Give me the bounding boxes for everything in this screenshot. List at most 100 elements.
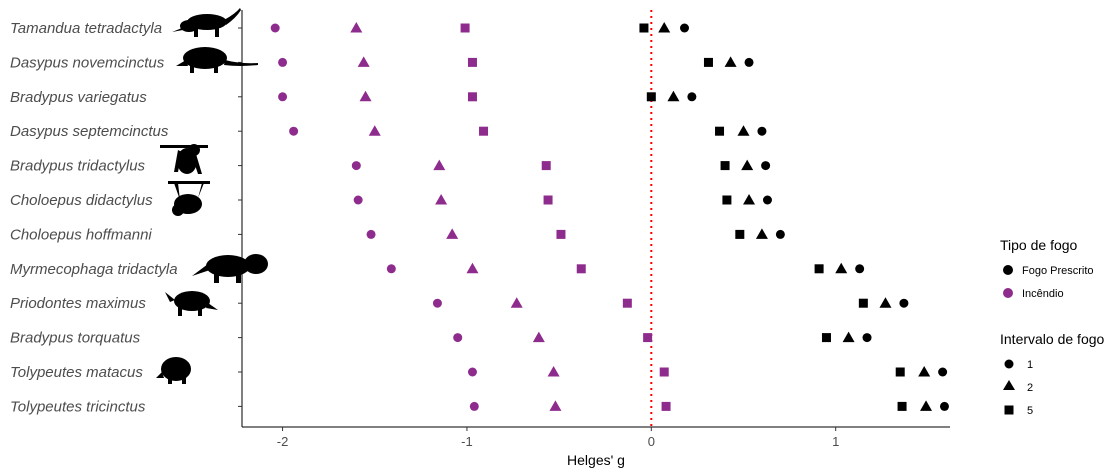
- point-triangle: [446, 228, 459, 239]
- giant-armadillo-icon: [165, 291, 218, 316]
- armadillo-icon: [176, 47, 258, 73]
- legend-interval-2-marker: [1003, 380, 1015, 390]
- point-circle: [432, 298, 442, 308]
- point-circle: [366, 229, 376, 239]
- point-circle: [775, 229, 785, 239]
- x-tick-label: 0: [648, 434, 655, 449]
- point-square: [661, 401, 671, 411]
- x-axis-title: Helges' g: [567, 452, 625, 468]
- species-label: Choloepus hoffmanni: [10, 226, 152, 243]
- point-square: [720, 161, 730, 171]
- point-triangle: [724, 56, 737, 67]
- three-banded-armadillo-icon: [156, 357, 191, 384]
- point-circle: [289, 126, 299, 136]
- point-circle: [862, 333, 872, 343]
- legend-fogo-prescrito-marker: [1003, 265, 1013, 275]
- point-circle: [899, 298, 909, 308]
- species-label: Tolypeutes matacus: [10, 364, 143, 381]
- species-label: Bradypus torquatus: [10, 330, 141, 347]
- y-ticks: [238, 27, 242, 407]
- species-label: Dasypus novemcinctus: [10, 54, 165, 71]
- point-circle: [467, 367, 477, 377]
- species-label: Bradypus tridactylus: [10, 158, 146, 175]
- tamandua-icon: [172, 8, 241, 37]
- point-square: [576, 264, 586, 274]
- point-square: [715, 126, 725, 136]
- point-circle: [351, 161, 361, 171]
- point-triangle: [433, 159, 446, 171]
- point-square: [543, 195, 553, 205]
- legend-incendio-marker: [1003, 288, 1013, 298]
- legend-interval-1-marker: [1004, 359, 1014, 369]
- point-triangle: [741, 159, 754, 171]
- point-triangle: [532, 331, 545, 343]
- point-circle: [353, 195, 363, 205]
- point-triangle: [510, 297, 523, 308]
- point-circle: [855, 264, 865, 274]
- point-triangle: [920, 400, 933, 411]
- giant-anteater-icon: [192, 254, 268, 283]
- point-square: [639, 23, 649, 33]
- point-triangle: [879, 297, 892, 308]
- point-square: [659, 367, 669, 377]
- species-label: Bradypus variegatus: [10, 89, 147, 106]
- point-square: [722, 195, 732, 205]
- point-circle: [386, 264, 396, 274]
- point-circle: [939, 401, 949, 411]
- x-tick-label: -1: [461, 434, 473, 449]
- point-square: [821, 333, 831, 343]
- point-square: [858, 298, 868, 308]
- legend-interval-2-label: 2: [1027, 382, 1033, 394]
- sloth-icon: [160, 144, 208, 174]
- point-square: [622, 298, 632, 308]
- point-square: [643, 333, 653, 343]
- point-square: [460, 23, 470, 33]
- point-square: [703, 57, 713, 67]
- legend-fire-title: Tipo de fogo: [1000, 237, 1078, 253]
- point-triangle: [359, 90, 372, 102]
- legend-fire-type: Tipo de fogo Fogo Prescrito Incêndio: [1000, 237, 1094, 300]
- point-triangle: [842, 331, 855, 343]
- x-ticks: -2 -1 0 1: [277, 427, 839, 449]
- species-label: Choloepus didactylus: [10, 192, 153, 209]
- legend-fogo-prescrito-label: Fogo Prescrito: [1022, 265, 1094, 277]
- y-tick-labels: Tamandua tetradactyla Dasypus novemcinctu…: [10, 20, 178, 415]
- point-circle: [762, 195, 772, 205]
- point-triangle: [435, 194, 448, 205]
- point-circle: [938, 367, 948, 377]
- point-circle: [680, 23, 689, 33]
- point-triangle: [466, 262, 479, 274]
- species-label: Dasypus septemcinctus: [10, 123, 169, 140]
- point-triangle: [835, 262, 848, 274]
- point-square: [646, 92, 656, 102]
- point-triangle: [549, 400, 562, 411]
- point-square: [541, 161, 551, 171]
- legend-incendio-label: Incêndio: [1022, 288, 1064, 300]
- point-triangle: [743, 194, 756, 205]
- point-triangle: [755, 228, 768, 239]
- species-label: Priodontes maximus: [10, 295, 146, 312]
- point-triangle: [918, 366, 931, 377]
- x-tick-label: 1: [832, 434, 839, 449]
- species-label: Tolypeutes tricinctus: [10, 398, 146, 415]
- legend-fire-interval: Intervalo de fogo 1 2 5: [1000, 331, 1105, 417]
- legend-interval-1-label: 1: [1027, 359, 1033, 371]
- point-circle: [761, 161, 771, 171]
- legend-interval-title: Intervalo de fogo: [1000, 331, 1105, 347]
- point-square: [895, 367, 905, 377]
- point-square: [897, 401, 907, 411]
- point-circle: [453, 333, 463, 343]
- point-square: [735, 229, 745, 239]
- species-label: Myrmecophaga tridactyla: [10, 261, 178, 278]
- point-triangle: [368, 125, 381, 136]
- point-circle: [757, 126, 767, 136]
- point-circle: [278, 92, 288, 102]
- point-triangle: [357, 56, 370, 67]
- point-triangle: [350, 22, 363, 33]
- point-square: [479, 126, 489, 136]
- point-triangle: [547, 366, 560, 377]
- point-triangle: [667, 90, 680, 102]
- point-square: [556, 229, 566, 239]
- data-points: [270, 22, 949, 411]
